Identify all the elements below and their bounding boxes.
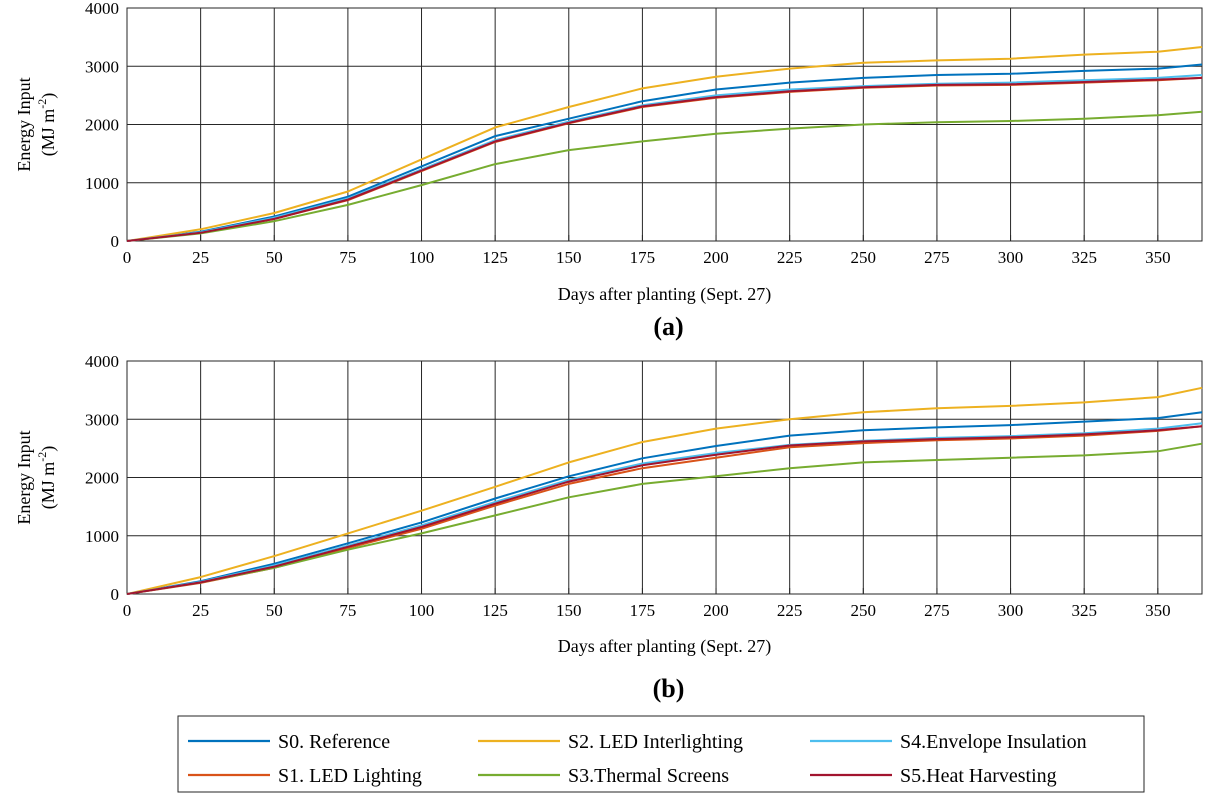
legend-label-s3-thermal-screens: S3.Thermal Screens xyxy=(568,765,729,787)
x-tick-label: 75 xyxy=(339,601,356,620)
x-tick-label: 175 xyxy=(630,248,656,267)
x-tick-label: 25 xyxy=(192,601,209,620)
y-axis-units-text: (MJ m xyxy=(38,109,59,157)
x-tick-label: 300 xyxy=(998,248,1024,267)
x-tick-label: 50 xyxy=(266,248,283,267)
y-tick-label: 0 xyxy=(111,232,120,251)
x-tick-label: 275 xyxy=(924,601,950,620)
y-axis-units-close: ) xyxy=(38,93,59,99)
legend-label-s4-envelope-insulation: S4.Envelope Insulation xyxy=(900,731,1087,753)
y-axis-units-exponent: -2 xyxy=(35,452,49,462)
x-tick-label: 200 xyxy=(703,601,729,620)
y-tick-label: 1000 xyxy=(85,527,119,546)
legend-label-s5-heat-harvesting: S5.Heat Harvesting xyxy=(900,765,1057,787)
plot-area xyxy=(126,7,1203,242)
y-tick-label: 2000 xyxy=(85,469,119,488)
legend-box xyxy=(177,715,1145,793)
y-tick-label: 4000 xyxy=(85,0,119,18)
series-line-s5-heat-harvesting xyxy=(126,425,1203,595)
x-tick-label: 100 xyxy=(409,601,435,620)
chart-panel-a: 0 25 50 75 100 125 150 175 200 225 250 275 300 325 350… xyxy=(14,0,1203,341)
x-tick-label: 125 xyxy=(482,248,508,267)
panel-label: (b) xyxy=(653,674,685,703)
y-tick-label: 2000 xyxy=(85,116,119,135)
series-line-s2-led-interlighting xyxy=(126,386,1203,595)
x-axis-label: Days after planting (Sept. 27) xyxy=(558,636,771,657)
y-axis-units-text: (MJ m xyxy=(38,462,59,510)
x-tick-label: 350 xyxy=(1145,248,1171,267)
x-tick-label: 250 xyxy=(851,601,877,620)
y-axis-units-close: ) xyxy=(38,446,59,452)
series-line-s5-heat-harvesting xyxy=(126,76,1203,242)
y-tick-label: 1000 xyxy=(85,174,119,193)
x-tick-label: 125 xyxy=(482,601,508,620)
x-tick-label: 325 xyxy=(1071,601,1097,620)
x-tick-label: 300 xyxy=(998,601,1024,620)
series-line-s4-envelope-insulation xyxy=(126,74,1203,242)
x-tick-label: 275 xyxy=(924,248,950,267)
y-tick-label: 0 xyxy=(111,585,120,604)
series-line-s2-led-interlighting xyxy=(126,46,1203,242)
x-tick-label: 225 xyxy=(777,248,803,267)
series-line-s0-reference xyxy=(126,411,1203,595)
x-axis-label: Days after planting (Sept. 27) xyxy=(558,284,771,305)
legend: S0. Reference S2. LED Interlighting S4.Env… xyxy=(177,715,1145,793)
x-tick-label: 100 xyxy=(409,248,435,267)
series-line-s3-thermal-screens xyxy=(126,442,1203,595)
y-axis-units: (MJ m-2) xyxy=(35,93,59,157)
x-tick-label: 150 xyxy=(556,601,582,620)
legend-label-s2-led-interlighting: S2. LED Interlighting xyxy=(568,731,743,753)
x-tick-label: 200 xyxy=(703,248,729,267)
x-tick-label: 350 xyxy=(1145,601,1171,620)
series-line-s1-led-lighting xyxy=(126,425,1203,595)
x-tick-label: 250 xyxy=(851,248,877,267)
y-axis-label: Energy Input xyxy=(14,430,34,524)
series-line-s4-envelope-insulation xyxy=(126,422,1203,595)
legend-label-s0-reference: S0. Reference xyxy=(278,731,390,753)
x-tick-label: 150 xyxy=(556,248,582,267)
x-tick-label: 25 xyxy=(192,248,209,267)
y-axis-label: Energy Input xyxy=(14,77,34,171)
y-tick-label: 3000 xyxy=(85,57,119,76)
x-tick-label: 225 xyxy=(777,601,803,620)
x-tick-label: 0 xyxy=(123,248,132,267)
x-tick-label: 50 xyxy=(266,601,283,620)
y-axis-units: (MJ m-2) xyxy=(35,446,59,510)
plot-area xyxy=(126,360,1203,595)
series-line-s0-reference xyxy=(126,63,1203,242)
x-tick-label: 325 xyxy=(1071,248,1097,267)
legend-label-s1-led-lighting: S1. LED Lighting xyxy=(278,765,422,787)
x-tick-label: 75 xyxy=(339,248,356,267)
y-tick-label: 4000 xyxy=(85,352,119,371)
series-line-s3-thermal-screens xyxy=(126,110,1203,242)
x-tick-label: 0 xyxy=(123,601,132,620)
chart-panel-b: 0 25 50 75 100 125 150 175 200 225 250 275 300 325 350… xyxy=(14,352,1203,703)
y-tick-label: 3000 xyxy=(85,410,119,429)
y-axis-units-exponent: -2 xyxy=(35,99,49,109)
panel-label: (a) xyxy=(653,312,683,341)
x-tick-label: 175 xyxy=(630,601,656,620)
